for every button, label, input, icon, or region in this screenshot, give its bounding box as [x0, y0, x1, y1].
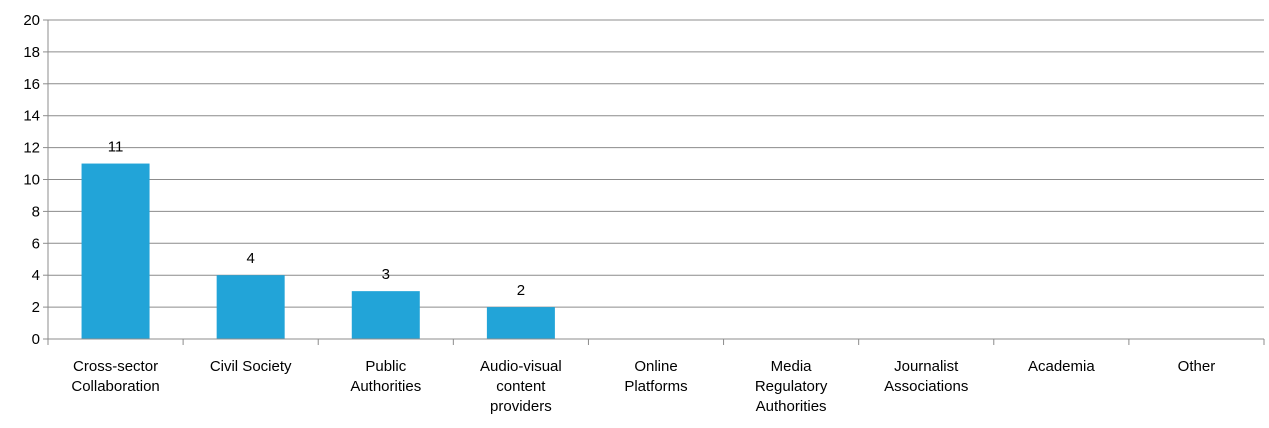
- category-label-line: providers: [490, 398, 552, 415]
- category-label-line: Public: [365, 358, 406, 375]
- category-label-7: Academia: [1028, 358, 1095, 375]
- y-tick-label-4: 4: [32, 267, 40, 284]
- category-label-4: Online Platforms: [624, 358, 687, 395]
- category-label-6: Journalist Associations: [884, 358, 968, 395]
- y-tick-label-18: 18: [23, 44, 40, 61]
- category-label-line: Audio-visual: [480, 358, 562, 375]
- category-label-line: Platforms: [624, 378, 687, 395]
- category-label-5: Media Regulatory Authorities: [755, 358, 828, 415]
- category-label-line: Authorities: [756, 398, 827, 415]
- y-tick-label-16: 16: [23, 76, 40, 93]
- category-label-line: Civil Society: [210, 358, 292, 375]
- data-label-0: 11: [108, 139, 124, 156]
- axes: [47, 20, 1265, 345]
- data-label-1: 4: [246, 250, 254, 267]
- y-tick-label-8: 8: [32, 203, 40, 220]
- category-label-0: Cross-sector Collaboration: [71, 358, 159, 395]
- x-axis-category-labels: Cross-sector Collaboration Civil Society Pu…: [71, 358, 1215, 415]
- bar-1: [216, 275, 285, 339]
- category-label-line: Academia: [1028, 358, 1095, 375]
- category-label-line: Media: [771, 358, 813, 375]
- category-label-line: Cross-sector: [73, 358, 158, 375]
- y-tick-label-10: 10: [23, 172, 40, 189]
- bar-2: [351, 291, 420, 339]
- category-label-3: Audio-visual content providers: [480, 358, 562, 415]
- y-tick-label-2: 2: [32, 299, 40, 316]
- y-tick-label-0: 0: [32, 331, 40, 348]
- y-tick-label-14: 14: [23, 108, 40, 125]
- y-axis-ticks: 0 2 4 6 8 10 12 14 16 18 20: [23, 12, 48, 348]
- category-label-line: content: [496, 378, 546, 395]
- category-label-line: Regulatory: [755, 378, 828, 395]
- bar-0: [81, 163, 150, 339]
- y-tick-label-6: 6: [32, 235, 40, 252]
- data-labels: 11 4 3 2: [108, 139, 525, 300]
- bars: [81, 163, 555, 339]
- grid-lines: [48, 19, 1264, 308]
- category-label-line: Other: [1178, 358, 1216, 375]
- category-label-line: Collaboration: [71, 378, 159, 395]
- category-label-line: Online: [634, 358, 677, 375]
- bar-3: [486, 307, 555, 339]
- category-label-line: Associations: [884, 378, 968, 395]
- y-tick-label-12: 12: [23, 140, 40, 157]
- category-label-line: Journalist: [894, 358, 959, 375]
- category-label-line: Authorities: [350, 378, 421, 395]
- category-label-8: Other: [1178, 358, 1216, 375]
- y-tick-label-20: 20: [23, 12, 40, 29]
- data-label-2: 3: [382, 266, 390, 283]
- category-label-2: Public Authorities: [350, 358, 421, 395]
- data-label-3: 2: [517, 282, 525, 299]
- category-label-1: Civil Society: [210, 358, 292, 375]
